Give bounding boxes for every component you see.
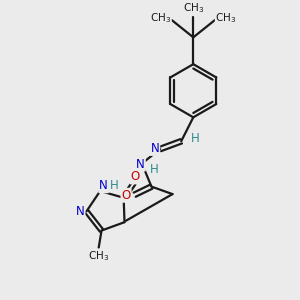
Text: H: H [110,179,119,192]
Text: CH$_3$: CH$_3$ [88,249,109,263]
Text: N: N [99,179,108,192]
Text: N: N [151,142,159,155]
Text: H: H [150,163,158,176]
Text: O: O [130,170,140,184]
Text: CH$_3$: CH$_3$ [150,12,171,26]
Text: O: O [122,189,131,202]
Text: N: N [76,205,85,218]
Text: H: H [191,133,200,146]
Text: CH$_3$: CH$_3$ [183,1,204,15]
Text: CH$_3$: CH$_3$ [215,12,236,26]
Text: N: N [136,158,145,171]
